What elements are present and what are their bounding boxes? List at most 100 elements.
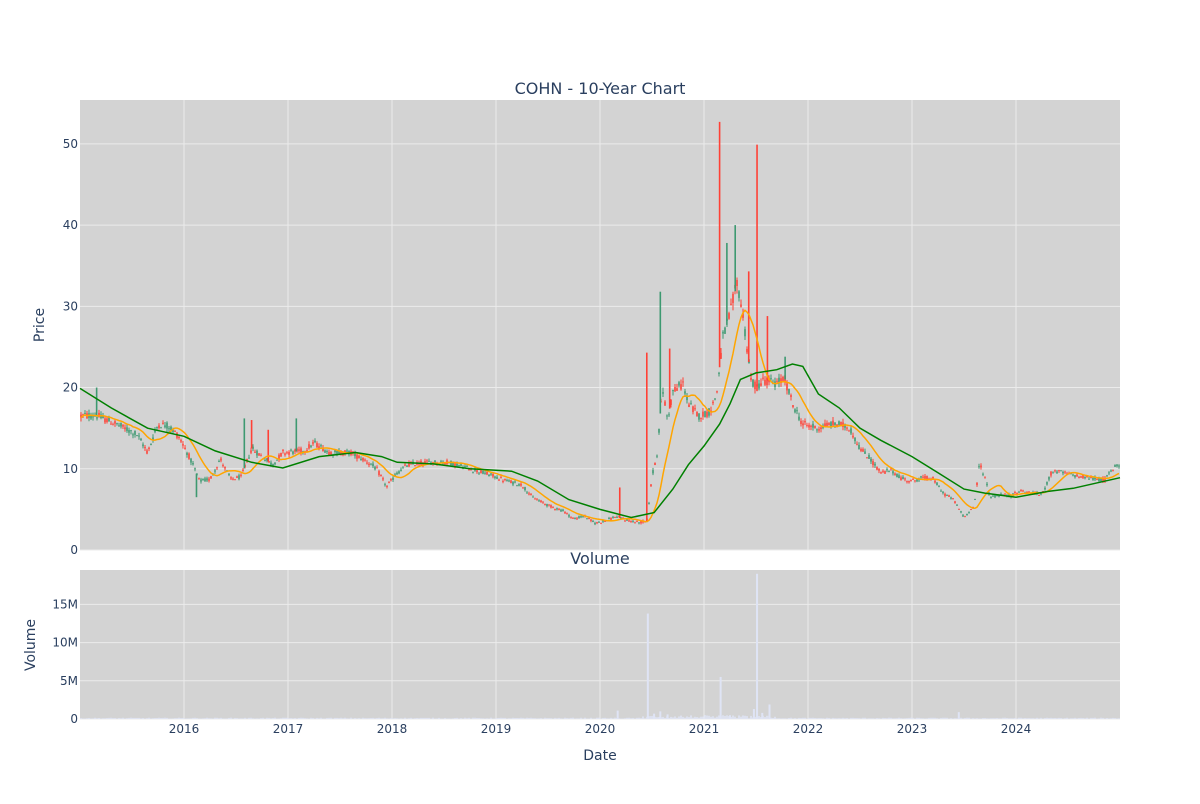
price-tick-label: 10 [63, 462, 78, 476]
volume-bar [1104, 718, 1106, 720]
volume-bar [716, 716, 718, 719]
candle-body [520, 483, 522, 486]
volume-bar [1036, 717, 1038, 719]
candle-body [498, 479, 500, 481]
candle-body [760, 383, 762, 386]
volume-bar [1000, 718, 1002, 719]
volume-bar [380, 718, 382, 719]
volume-bar [850, 717, 852, 719]
volume-bar [402, 718, 404, 720]
volume-bar [102, 718, 104, 719]
candle-body [286, 452, 288, 454]
volume-bar [350, 717, 352, 719]
volume-bar [586, 718, 588, 719]
volume-bar [268, 717, 270, 719]
candle-body [154, 429, 156, 433]
candle-body [496, 476, 498, 479]
volume-bar [672, 717, 674, 719]
volume-bar [454, 718, 456, 719]
volume-bar [822, 718, 824, 719]
candle-body [1076, 474, 1078, 477]
volume-bar [512, 717, 514, 719]
candle-body [888, 471, 890, 473]
x-tick-label: 2020 [585, 722, 616, 736]
candle-body [322, 447, 324, 452]
candle-body [224, 466, 226, 469]
candle-body [610, 518, 612, 520]
volume-bar [668, 717, 670, 719]
candle-body [506, 480, 508, 482]
candle-body [374, 466, 376, 470]
volume-bar [778, 718, 780, 719]
volume-bar [108, 717, 110, 719]
volume-bar [496, 718, 498, 719]
candle-body [838, 421, 840, 425]
volume-tick-label: 10M [52, 636, 78, 650]
candle-body [820, 427, 822, 429]
candle-body [796, 410, 798, 412]
candle-body [1004, 493, 1006, 495]
candle-body [612, 516, 614, 519]
volume-bar [826, 717, 828, 719]
volume-bar [80, 718, 82, 719]
volume-bar [868, 718, 870, 719]
candle-body [682, 381, 684, 383]
volume-bar [290, 718, 292, 719]
volume-bar [540, 718, 542, 719]
candle-body [968, 511, 970, 513]
volume-bar [890, 717, 892, 719]
candle-body [218, 461, 220, 463]
candle-body [980, 465, 982, 468]
volume-bar [82, 718, 84, 720]
candle-body [576, 518, 578, 520]
candle-body [388, 482, 390, 484]
volume-bar [438, 717, 440, 719]
volume-bar [740, 716, 742, 719]
volume-bar [452, 718, 454, 719]
volume-bar [1108, 718, 1110, 719]
volume-bar [842, 717, 844, 719]
candle-body [832, 420, 834, 426]
volume-bar [348, 718, 350, 719]
candle-body [718, 372, 720, 374]
candle-body [780, 378, 782, 384]
candle-body [326, 451, 328, 453]
volume-bar [790, 717, 792, 719]
candle-body [588, 517, 590, 520]
candle-body [936, 482, 938, 486]
candle-body [1096, 479, 1098, 481]
candle-body [368, 463, 370, 465]
candle-body [834, 422, 836, 425]
volume-bar [1070, 718, 1072, 719]
candle-body [628, 520, 630, 522]
volume-bar [548, 718, 550, 719]
volume-bar [844, 718, 846, 719]
candle-body [764, 379, 766, 385]
volume-bar [214, 717, 216, 719]
candle-body [284, 453, 286, 455]
volume-bar [910, 717, 912, 719]
candle-body [770, 378, 772, 380]
candle-body [306, 450, 308, 452]
volume-bar [336, 717, 338, 719]
candle-body [1104, 478, 1106, 482]
volume-bar [1006, 718, 1008, 719]
volume-spike [659, 711, 662, 719]
volume-bar [264, 718, 266, 720]
candle-body [960, 511, 962, 513]
volume-bar [934, 717, 936, 719]
volume-bar [378, 717, 380, 719]
candle-body [1000, 493, 1002, 495]
volume-bar [828, 718, 830, 719]
candle-body [128, 429, 130, 433]
volume-bar [116, 718, 118, 720]
candle-body [538, 500, 540, 502]
volume-bar [702, 716, 704, 719]
volume-bar [638, 717, 640, 719]
volume-bar [1094, 717, 1096, 719]
candle-body [806, 424, 808, 426]
volume-bar [1096, 718, 1098, 720]
candle-body [608, 517, 610, 520]
volume-bar [998, 718, 1000, 719]
